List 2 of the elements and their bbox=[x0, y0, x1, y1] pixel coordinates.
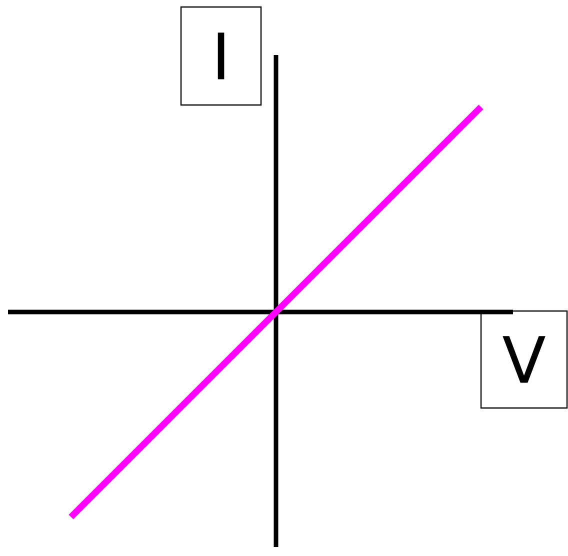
x-axis-title: V bbox=[502, 336, 546, 383]
y-axis-title: I bbox=[218, 32, 224, 80]
